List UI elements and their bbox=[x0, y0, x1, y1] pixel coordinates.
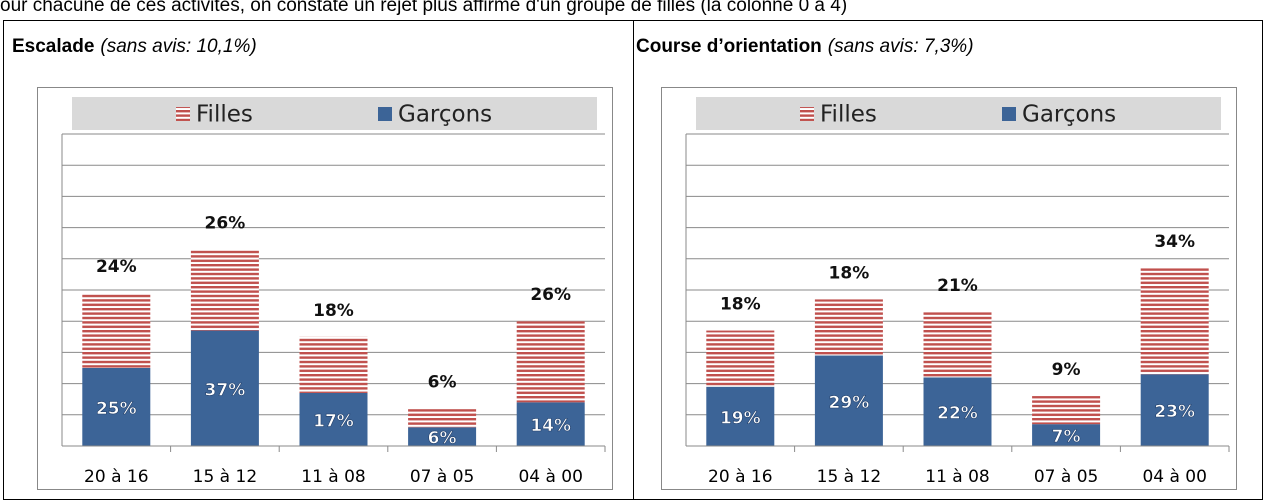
bar-segment bbox=[299, 392, 368, 446]
value-label: 17% bbox=[313, 411, 354, 431]
bar-segment bbox=[82, 368, 151, 446]
bar-segment bbox=[190, 249, 259, 331]
x-tick-label: 11 à 08 bbox=[301, 467, 366, 487]
value-label: 6% bbox=[428, 373, 457, 393]
legend-label: Garçons bbox=[1022, 102, 1116, 128]
bar-segment bbox=[516, 402, 585, 446]
x-tick-label: 20 à 16 bbox=[708, 467, 773, 487]
value-label: 23% bbox=[1154, 402, 1195, 422]
x-tick-label: 15 à 12 bbox=[817, 467, 882, 487]
bar-segment bbox=[408, 427, 477, 446]
bar-segment bbox=[516, 321, 585, 403]
bar-segment bbox=[190, 330, 259, 446]
x-tick-label: 15 à 12 bbox=[193, 467, 258, 487]
value-label: 29% bbox=[829, 393, 870, 413]
value-label: 34% bbox=[1154, 232, 1195, 252]
bar-segment bbox=[706, 386, 775, 446]
legend-label: Filles bbox=[196, 102, 253, 128]
x-tick-label: 04 à 00 bbox=[518, 467, 583, 487]
subtitle: (sans avis: 7,3%) bbox=[828, 36, 974, 57]
legend-swatch bbox=[1002, 107, 1016, 121]
value-label: 7% bbox=[1052, 427, 1081, 447]
value-label: 18% bbox=[720, 295, 761, 315]
bar-segment bbox=[1140, 268, 1209, 375]
legend-swatch bbox=[176, 107, 190, 121]
bar-segment bbox=[1140, 374, 1209, 446]
value-label: 6% bbox=[428, 429, 457, 449]
bar-segment bbox=[923, 311, 992, 378]
legend-swatch bbox=[378, 107, 392, 121]
bar-segment bbox=[408, 408, 477, 428]
value-label: 9% bbox=[1052, 360, 1081, 380]
value-label: 18% bbox=[829, 263, 870, 283]
bar-segment bbox=[82, 293, 151, 368]
legend-label: Garçons bbox=[398, 102, 492, 128]
bar-segment bbox=[1032, 396, 1101, 425]
bar-segment bbox=[814, 355, 883, 446]
x-tick-label: 11 à 08 bbox=[925, 467, 990, 487]
value-label: 24% bbox=[96, 257, 137, 277]
value-label: 26% bbox=[205, 213, 246, 233]
title: Escalade bbox=[12, 36, 94, 57]
subtitle: (sans avis: 10,1%) bbox=[100, 36, 256, 57]
panel-title: Course d’orientation (sans avis: 7,3%) bbox=[636, 36, 974, 57]
x-tick-label: 20 à 16 bbox=[84, 467, 149, 487]
bar-segment bbox=[299, 336, 368, 393]
bar-segment bbox=[814, 299, 883, 356]
x-tick-label: 07 à 05 bbox=[1034, 467, 1099, 487]
value-label: 37% bbox=[205, 380, 246, 400]
title: Course d’orientation bbox=[636, 36, 822, 57]
value-label: 25% bbox=[96, 399, 137, 419]
value-label: 18% bbox=[313, 301, 354, 321]
legend-swatch bbox=[800, 107, 814, 121]
bar-segment bbox=[1032, 424, 1101, 446]
x-tick-label: 07 à 05 bbox=[410, 467, 475, 487]
legend-label: Filles bbox=[820, 102, 877, 128]
bar-segment bbox=[923, 377, 992, 446]
value-label: 22% bbox=[937, 404, 978, 424]
x-tick-label: 04 à 00 bbox=[1142, 467, 1207, 487]
intro-text: our chacune de ces activités, on constat… bbox=[0, 0, 847, 16]
value-label: 14% bbox=[530, 416, 571, 436]
value-label: 19% bbox=[720, 408, 761, 428]
panel-title: Escalade (sans avis: 10,1%) bbox=[12, 36, 257, 57]
bar-segment bbox=[706, 330, 775, 387]
value-label: 26% bbox=[530, 285, 571, 305]
value-label: 21% bbox=[937, 276, 978, 296]
legend-box bbox=[72, 97, 597, 130]
legend-box bbox=[696, 97, 1221, 130]
